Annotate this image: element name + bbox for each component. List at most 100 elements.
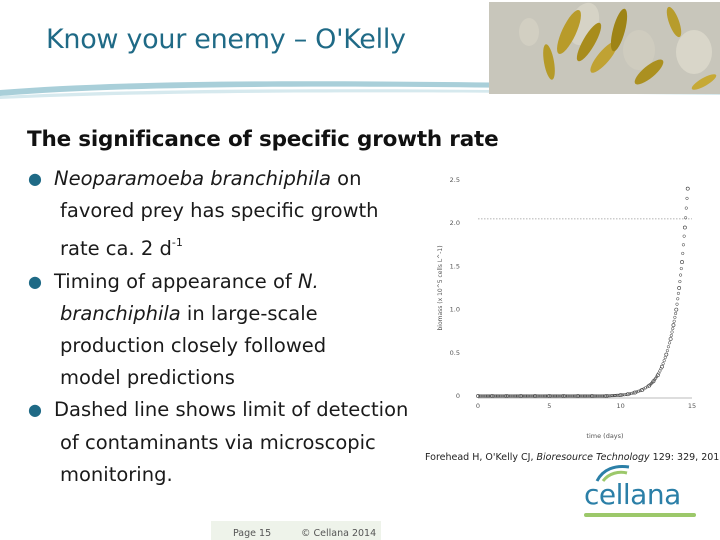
data-point (529, 394, 533, 398)
data-point (517, 394, 521, 398)
data-point (523, 394, 527, 398)
data-point (650, 380, 654, 384)
data-point (566, 394, 570, 398)
data-point (584, 394, 588, 398)
data-point (574, 394, 578, 398)
data-point (500, 394, 504, 398)
data-point (570, 394, 574, 398)
data-point (680, 260, 684, 264)
data-point (629, 391, 633, 395)
data-point (660, 364, 664, 369)
data-point (624, 392, 628, 397)
data-point (625, 392, 630, 397)
data-point (666, 345, 671, 349)
data-point (684, 206, 688, 210)
data-point (492, 394, 496, 398)
data-point (685, 186, 690, 191)
data-point (526, 394, 530, 398)
data-point (577, 394, 581, 398)
data-point (507, 394, 511, 398)
bullet-1-line-3: rate ca. 2 d-1 (60, 236, 183, 261)
data-point (603, 394, 607, 398)
data-point (479, 394, 483, 398)
bullet-3-line-2: of contaminants via microscopic (60, 430, 376, 454)
x-tick-label: 15 (688, 402, 696, 410)
slide-subtitle: The significance of specific growth rate (27, 127, 499, 152)
data-point (556, 394, 560, 398)
y-axis-label: biomass (x 10^5 cells L^-1) (437, 245, 444, 330)
data-point (510, 394, 514, 398)
data-point (663, 356, 667, 360)
data-point (679, 273, 683, 277)
data-point (679, 267, 683, 271)
bullet-2-line-1: ● Timing of appearance of N. (28, 266, 418, 298)
data-point (600, 394, 604, 398)
microscopy-photo (489, 2, 720, 94)
data-point (564, 394, 569, 398)
data-point (503, 394, 507, 398)
data-point (668, 337, 673, 341)
data-point (520, 394, 524, 398)
data-point (592, 394, 596, 398)
data-point (534, 394, 539, 398)
citation: Forehead H, O'Kelly CJ, Bioresource Tech… (425, 452, 720, 463)
copyright: © Cellana 2014 (301, 528, 377, 539)
data-point (499, 394, 503, 398)
data-point (635, 390, 639, 394)
data-point (610, 394, 614, 398)
data-point (594, 394, 598, 398)
data-point (512, 394, 516, 398)
data-point (622, 393, 626, 397)
data-point (524, 394, 529, 398)
data-point (672, 319, 676, 323)
data-point (513, 394, 517, 398)
data-point (583, 394, 587, 398)
data-point (633, 390, 637, 395)
data-point (613, 393, 617, 398)
data-point (628, 392, 632, 396)
y-tick-label: 1.5 (450, 262, 460, 270)
data-point (563, 394, 567, 398)
bullet-1-line-2: favored prey has specific growth (60, 199, 379, 223)
data-point (514, 394, 519, 398)
data-point (493, 394, 497, 398)
data-point (661, 362, 665, 366)
data-point (678, 279, 682, 284)
data-point (673, 315, 677, 319)
data-point (611, 394, 616, 398)
growth-chart: 0 0.5 1.0 1.5 2.0 2.5 0 5 10 15 time (days) biomass… (437, 176, 696, 440)
data-point (677, 286, 682, 290)
data-point (597, 394, 601, 398)
data-point (540, 394, 544, 398)
data-point (607, 394, 611, 398)
slide-title: Know your enemy – O'Kelly (46, 24, 406, 55)
data-point (572, 394, 576, 398)
data-point (674, 307, 679, 312)
data-point (682, 225, 687, 230)
x-tick-label: 5 (547, 402, 551, 410)
x-axis-label: time (days) (586, 432, 623, 440)
data-point (542, 394, 546, 398)
bullet-1-line-1: ● Neoparamoeba branchiphila on (28, 163, 418, 195)
data-point (486, 394, 490, 398)
data-point (676, 297, 680, 301)
data-point (546, 394, 550, 398)
data-point (580, 394, 584, 398)
y-tick-label: 0 (456, 392, 460, 400)
data-point (671, 327, 675, 331)
data-point (667, 341, 672, 345)
y-tick-label: 0.5 (450, 349, 460, 357)
data-point (494, 394, 499, 398)
data-point (596, 394, 600, 398)
data-point (497, 394, 501, 398)
data-point (631, 391, 635, 395)
data-point (485, 394, 489, 398)
y-tick-label: 2.5 (450, 176, 460, 184)
x-tick-label: 10 (617, 402, 625, 410)
y-tick-label: 1.0 (450, 306, 460, 314)
data-point (662, 359, 666, 363)
data-point (620, 393, 624, 397)
data-point (553, 394, 557, 398)
bullet-3-line-3: monitoring. (60, 462, 173, 486)
data-point (589, 394, 593, 398)
